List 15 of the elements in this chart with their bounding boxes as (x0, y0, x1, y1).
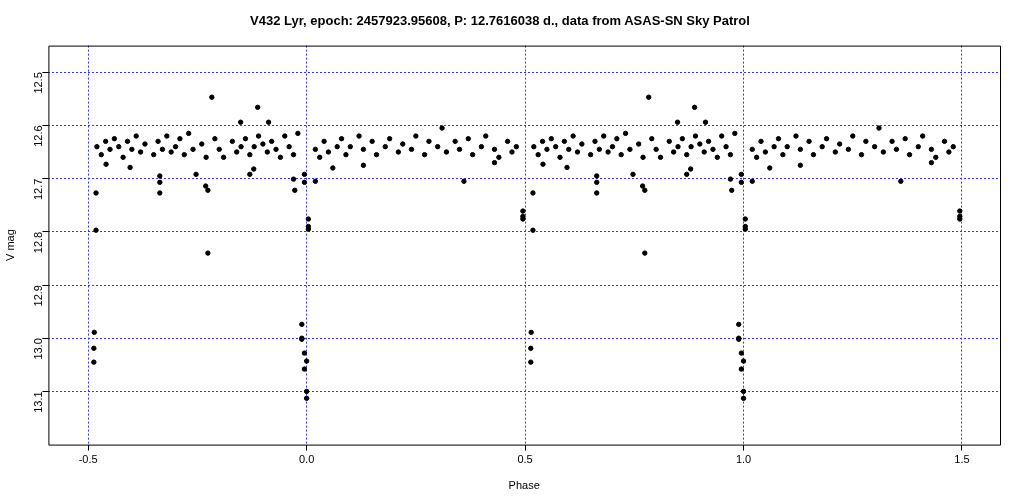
x-tick-label: 1.5 (954, 453, 970, 466)
chart-title: V432 Lyr, epoch: 2457923.95608, P: 12.7616038 d., data from ASAS-SN Sky Patrol (250, 13, 750, 29)
x-axis-title: Phase (508, 479, 540, 492)
x-tick-label: 1.0 (735, 453, 752, 466)
y-tick-label: 12.8 (32, 231, 45, 254)
y-axis-title: V mag (3, 229, 16, 261)
x-tick-label: 0.0 (298, 453, 315, 466)
y-tick-label: 12.9 (32, 285, 45, 307)
x-tick-label: -0.5 (78, 453, 98, 466)
y-tick-label: 12.5 (32, 72, 45, 94)
x-tick-label: 0.5 (517, 453, 533, 466)
y-tick-label: 12.7 (32, 178, 45, 201)
y-tick-label: 13.1 (32, 391, 45, 413)
y-tick-label: 12.6 (32, 125, 45, 147)
y-tick-label: 13.0 (32, 338, 45, 360)
